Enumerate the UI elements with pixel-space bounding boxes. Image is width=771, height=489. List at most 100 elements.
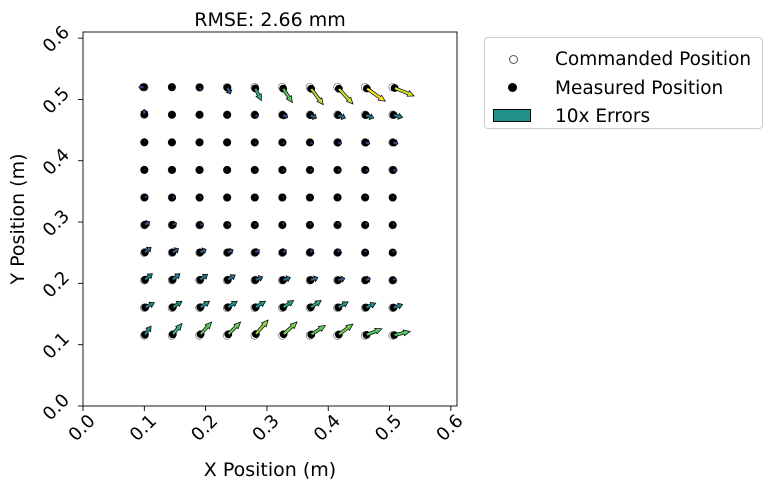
error-arrow bbox=[335, 248, 343, 254]
y-axis-ticks: 0.0 0.1 0.2 0.3 0.4 0.5 0.6 bbox=[39, 22, 83, 425]
error-arrow bbox=[143, 246, 152, 254]
x-tick-label: 0.5 bbox=[371, 411, 406, 446]
error-arrow bbox=[253, 167, 258, 174]
measured-position-marker bbox=[168, 83, 176, 92]
chart-legend: Commanded Position Measured Position 10x… bbox=[484, 37, 763, 129]
error-arrow bbox=[393, 329, 412, 337]
y-axis-label: Y Position (m) bbox=[7, 154, 29, 286]
x-tick-label: 0.4 bbox=[310, 411, 345, 446]
error-arrow bbox=[199, 247, 207, 255]
error-arrow bbox=[171, 322, 183, 336]
error-arrow bbox=[336, 193, 341, 200]
error-arrow bbox=[363, 193, 369, 200]
error-arrow bbox=[337, 167, 342, 174]
error-arrow bbox=[309, 87, 324, 106]
error-arrow bbox=[254, 300, 267, 309]
error-arrow bbox=[198, 273, 209, 282]
y-tick-label: 0.4 bbox=[39, 145, 74, 180]
error-arrow bbox=[226, 300, 238, 309]
error-arrow bbox=[143, 325, 152, 336]
error-arrow bbox=[226, 112, 230, 119]
x-tick-label: 0.2 bbox=[187, 411, 222, 446]
error-arrow bbox=[171, 139, 173, 146]
error-arrow bbox=[363, 248, 369, 254]
legend-label-measured: Measured Position bbox=[555, 77, 724, 99]
y-tick-label: 0.1 bbox=[39, 328, 74, 363]
error-arrow bbox=[309, 194, 313, 201]
error-arrow bbox=[391, 248, 397, 254]
error-arrow bbox=[226, 274, 236, 282]
error-arrow bbox=[309, 167, 313, 174]
error-arrow bbox=[392, 112, 404, 120]
error-arrow bbox=[171, 220, 177, 228]
error-arrow bbox=[170, 166, 175, 173]
error-arrow bbox=[171, 300, 183, 309]
arrows-layer bbox=[138, 83, 415, 337]
x-axis-label: X Position (m) bbox=[204, 459, 336, 481]
error-arrow bbox=[337, 113, 346, 121]
error-arrow bbox=[253, 221, 259, 227]
legend-entry-errors: 10x Errors bbox=[493, 103, 650, 129]
error-arrow bbox=[281, 247, 287, 255]
error-arrow bbox=[337, 323, 354, 337]
x-axis-ticks: 0.0 0.1 0.2 0.3 0.4 0.5 0.6 bbox=[65, 406, 468, 446]
error-arrow bbox=[364, 167, 370, 174]
error-arrow bbox=[391, 276, 397, 284]
error-arrow bbox=[171, 193, 176, 201]
error-arrow bbox=[141, 139, 148, 144]
x-tick-label: 0.1 bbox=[126, 411, 161, 446]
error-arrow bbox=[198, 220, 204, 229]
error-arrow bbox=[365, 86, 386, 102]
error-arrow bbox=[226, 321, 242, 336]
error-arrow bbox=[140, 108, 149, 115]
error-arrow bbox=[199, 111, 202, 118]
error-arrow bbox=[391, 194, 396, 201]
error-arrow bbox=[226, 247, 234, 255]
error-arrow bbox=[171, 111, 173, 118]
error-arrow bbox=[392, 166, 398, 175]
error-arrow bbox=[225, 86, 233, 95]
error-arrow bbox=[226, 194, 230, 201]
error-arrow bbox=[253, 113, 259, 119]
error-arrow bbox=[254, 319, 269, 336]
error-arrow bbox=[309, 300, 322, 309]
errors-patch-symbol bbox=[493, 106, 533, 126]
plot-frame bbox=[82, 31, 458, 407]
y-tick-label: 0.5 bbox=[39, 83, 74, 118]
error-arrow bbox=[171, 273, 181, 282]
error-arrow bbox=[138, 83, 145, 92]
error-arrow bbox=[226, 139, 230, 146]
error-arrow bbox=[199, 300, 211, 309]
error-arrow bbox=[393, 86, 415, 97]
error-arrow bbox=[391, 221, 397, 227]
error-arrow bbox=[253, 194, 258, 201]
error-arrow bbox=[310, 324, 327, 337]
commanded-marker-symbol bbox=[493, 49, 533, 69]
error-arrow bbox=[143, 273, 153, 282]
error-arrow bbox=[281, 87, 293, 104]
measured-marker-symbol bbox=[493, 78, 533, 98]
x-tick-label: 0.3 bbox=[248, 411, 283, 446]
error-arrow bbox=[253, 140, 258, 146]
error-arrow bbox=[144, 301, 155, 310]
error-arrow bbox=[308, 248, 315, 254]
error-arrow bbox=[281, 167, 286, 174]
error-arrow bbox=[226, 221, 231, 228]
error-arrow bbox=[363, 221, 370, 227]
markers-layer bbox=[139, 83, 399, 340]
error-arrow bbox=[197, 86, 204, 92]
error-arrow bbox=[365, 328, 383, 337]
error-arrow bbox=[226, 166, 229, 174]
error-arrow bbox=[254, 274, 264, 282]
error-arrow bbox=[253, 87, 262, 102]
error-arrow bbox=[141, 167, 148, 171]
error-arrow bbox=[337, 275, 346, 283]
y-tick-label: 0.0 bbox=[39, 390, 74, 425]
error-arrow bbox=[199, 139, 202, 146]
y-tick-label: 0.3 bbox=[39, 206, 74, 241]
error-arrow bbox=[337, 301, 349, 310]
error-arrow bbox=[392, 139, 399, 148]
error-arrow bbox=[143, 219, 151, 227]
y-tick-label: 0.6 bbox=[39, 22, 74, 57]
